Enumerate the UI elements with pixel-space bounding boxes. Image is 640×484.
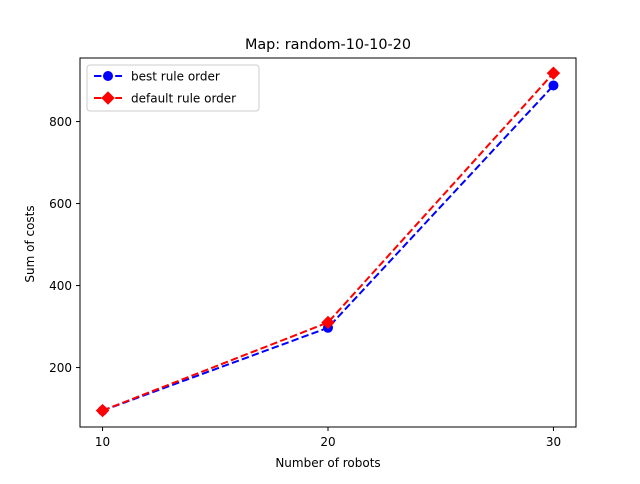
legend-label: default rule order: [131, 92, 236, 106]
data-point: [321, 315, 335, 330]
data-point: [95, 403, 110, 418]
y-tick-label: 600: [49, 197, 72, 211]
legend: best rule order default rule order: [86, 64, 260, 112]
series-default-rule-order: [95, 66, 561, 418]
x-tick-label: 10: [95, 435, 110, 449]
x-tick-label: 20: [320, 435, 335, 449]
data-point: [548, 80, 559, 91]
x-axis-label: Number of robots: [275, 456, 380, 470]
y-tick-label: 400: [49, 279, 72, 293]
legend-entries: best rule order default rule order: [94, 70, 236, 106]
plot-frame: [79, 57, 577, 428]
y-tick-label: 800: [49, 115, 72, 129]
series-line: [102, 72, 555, 412]
legend-label: best rule order: [131, 70, 220, 84]
legend-marker: [101, 91, 115, 105]
chart-title: Map: random-10-10-20: [245, 37, 411, 53]
legend-marker: [103, 71, 113, 81]
series-group: [95, 66, 561, 418]
x-tick-label: 30: [546, 435, 561, 449]
y-axis-label: Sum of costs: [23, 205, 37, 282]
data-point: [546, 66, 561, 80]
y-tick-label: 200: [49, 361, 72, 375]
axis-ticks: 10 20 30 200 400 600 800: [49, 115, 561, 449]
legend-box: [86, 64, 260, 112]
